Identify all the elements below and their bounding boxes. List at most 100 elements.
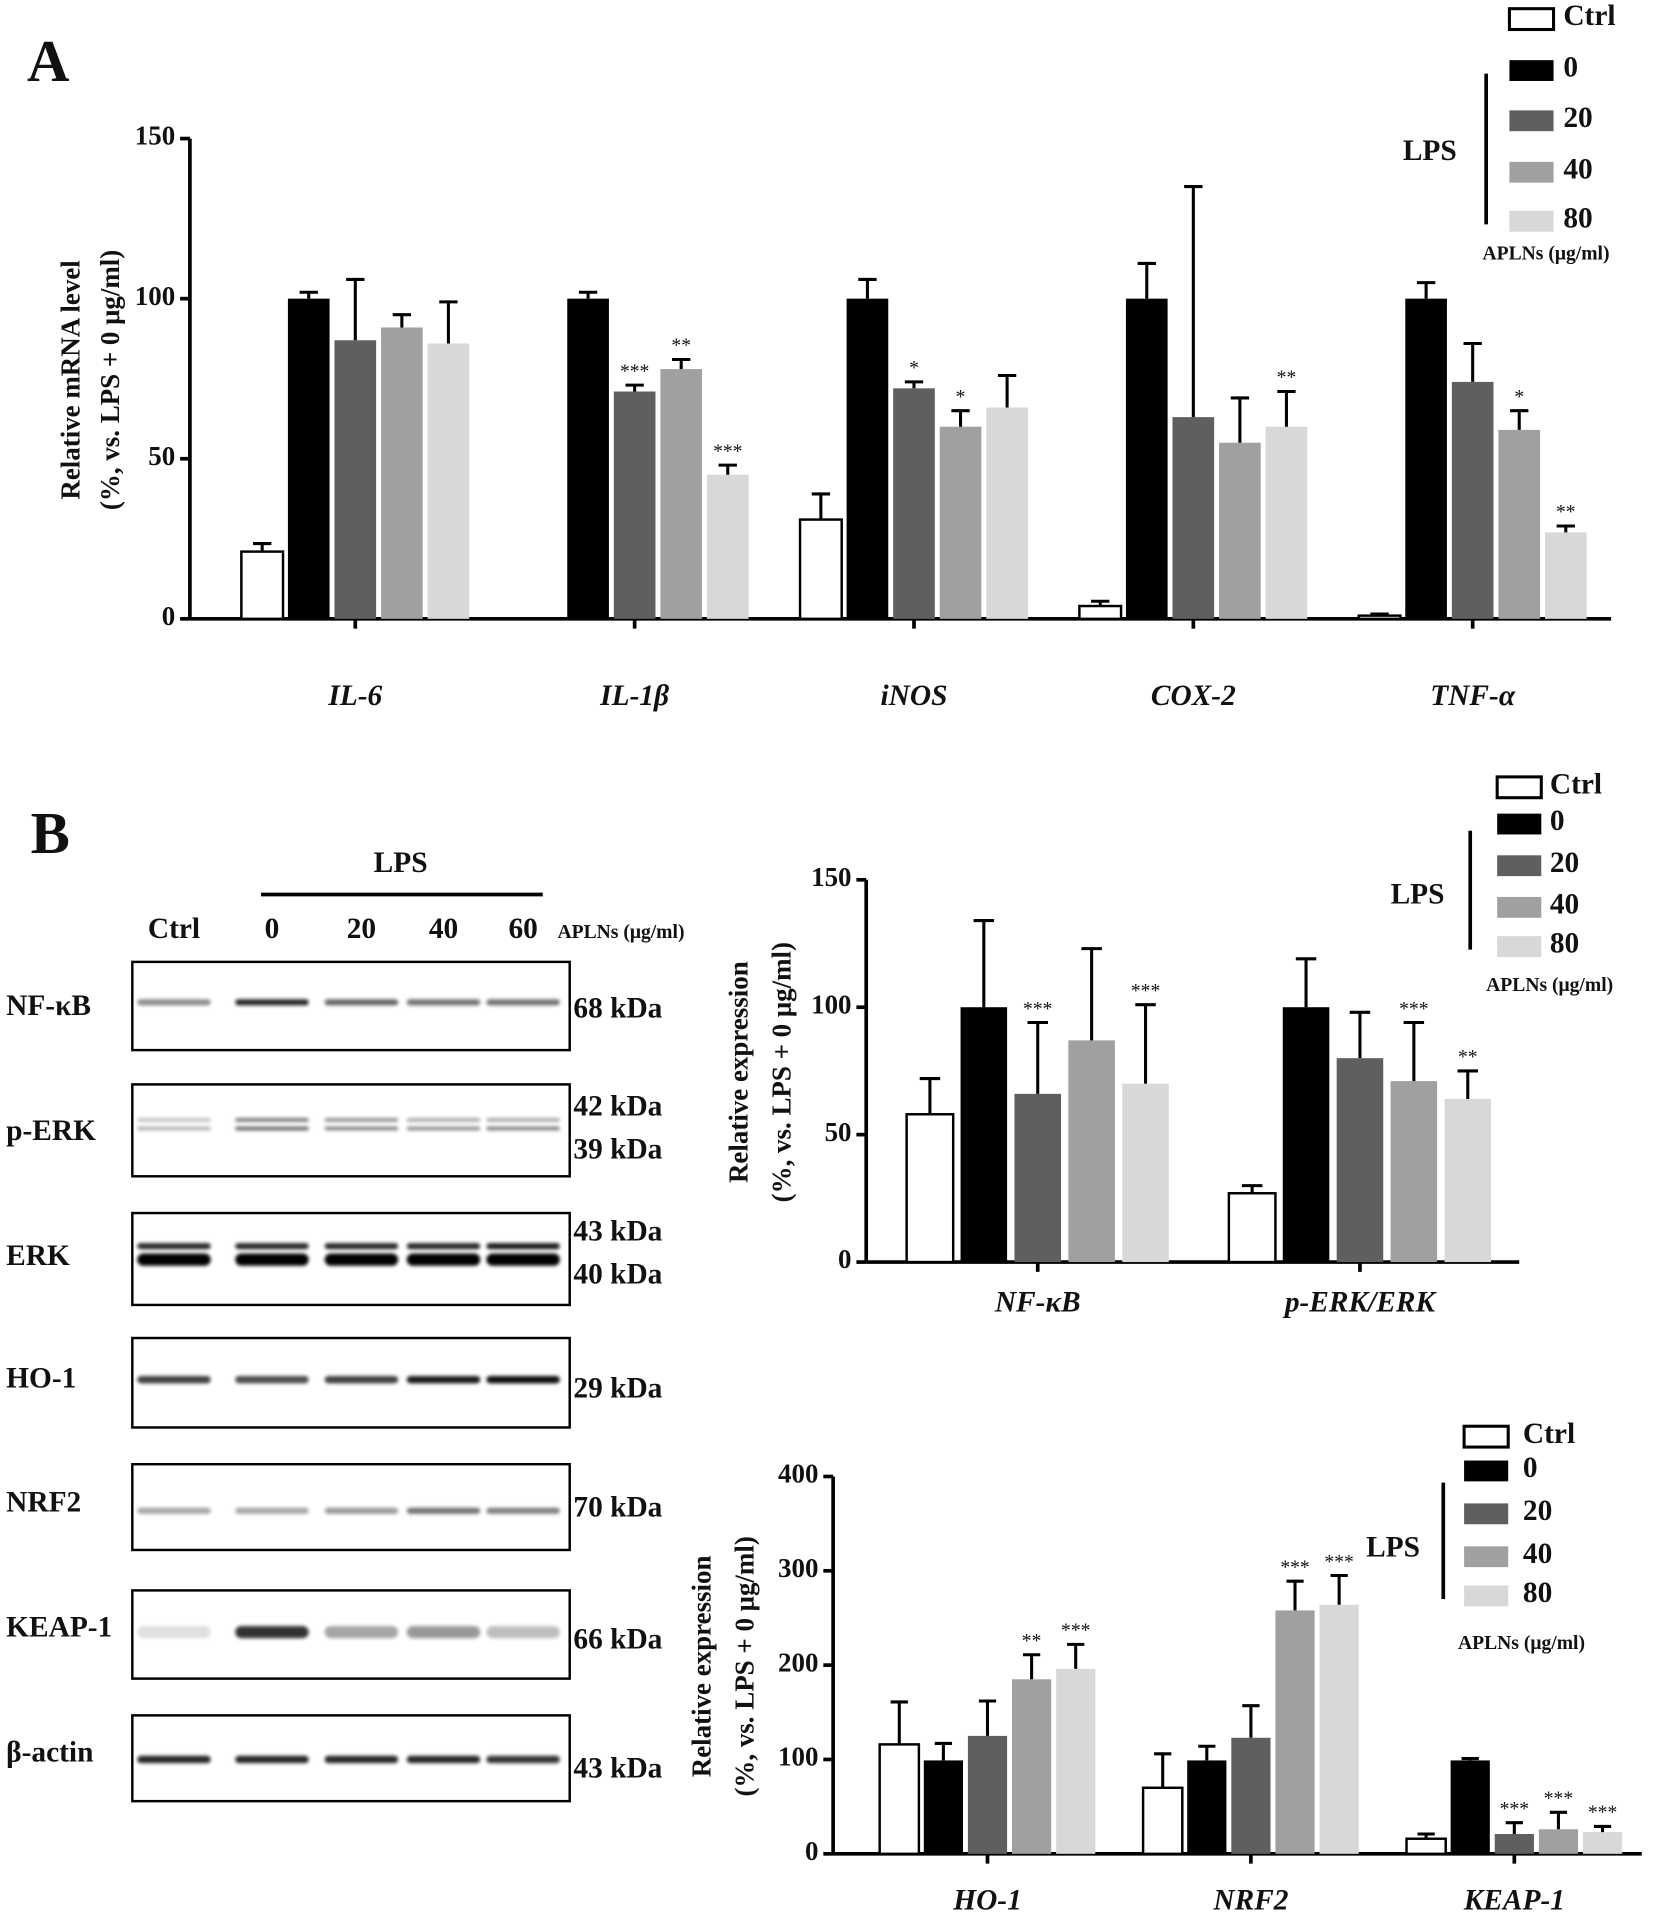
error-bar: [439, 300, 458, 344]
error-bar: [672, 357, 691, 370]
significance: ***: [1131, 981, 1160, 1002]
bar: [923, 1760, 963, 1854]
error-bar: [578, 290, 598, 299]
significance: **: [671, 336, 691, 357]
x-tick-label: TNF-α: [1430, 680, 1516, 712]
size-label: 42 kDa: [573, 1091, 662, 1123]
bar: [1265, 426, 1308, 619]
legend-label: 80: [1523, 1577, 1552, 1609]
bar: [1544, 532, 1587, 619]
blot-band: [486, 1507, 560, 1514]
panel-label: A: [27, 29, 70, 94]
x-tick-label: NF-κB: [994, 1287, 1081, 1319]
legend-label: 80: [1563, 202, 1592, 234]
blot-band: [235, 1243, 309, 1250]
error-bar: [625, 383, 644, 392]
size-label: 43 kDa: [573, 1216, 662, 1248]
blot-band: [137, 1625, 211, 1639]
blot-band: [137, 1253, 211, 1266]
error-bar: [1549, 1810, 1568, 1830]
blot-band: [406, 1126, 481, 1131]
blot-band: [406, 1253, 481, 1266]
blot-band: [486, 1755, 560, 1764]
error-bar: [1137, 261, 1156, 299]
error-bar: [299, 290, 318, 299]
legend-label: Ctrl: [1550, 768, 1602, 800]
y-tick-label: 400: [778, 1459, 818, 1489]
bar: [1336, 1058, 1384, 1263]
error-bar: [253, 542, 272, 552]
bar: [1498, 429, 1541, 619]
error-bar: [1091, 599, 1110, 607]
error-bar: [1184, 185, 1203, 418]
bar: [240, 550, 285, 621]
bar: [798, 518, 843, 621]
size-label: 70 kDa: [573, 1491, 662, 1523]
error-bar: [1242, 1704, 1260, 1738]
error-bar: [1230, 396, 1250, 443]
blot-band: [324, 1755, 399, 1764]
y-tick-label: 150: [811, 862, 851, 892]
legend-label: 20: [1523, 1495, 1552, 1527]
bar: [1275, 1610, 1315, 1854]
error-bar: [1593, 1824, 1612, 1833]
bar: [1056, 1668, 1096, 1854]
bar: [381, 327, 423, 619]
y-tick-label: 300: [778, 1553, 818, 1583]
blot-band: [324, 1253, 399, 1266]
error-bar: [346, 277, 365, 341]
legend-label: 0: [1563, 52, 1578, 84]
legend-swatch: [1497, 813, 1542, 835]
legend-group: LPS: [1391, 879, 1445, 911]
bar: [1390, 1081, 1438, 1263]
panel-label: B: [31, 801, 70, 866]
legend-swatch: [1497, 936, 1542, 957]
size-label: 40 kDa: [573, 1259, 662, 1291]
legend-title: APLNs (μg/ml): [1486, 975, 1613, 996]
bar: [1231, 1737, 1271, 1854]
blot-band: [324, 1126, 399, 1131]
error-bar: [978, 1699, 997, 1736]
error-bar: [951, 409, 970, 427]
blot-band: [406, 1625, 481, 1639]
lane-label: 0: [265, 913, 280, 945]
legend-swatch: [1462, 1424, 1510, 1449]
y-axis-label: Relative expression: [723, 961, 753, 1183]
significance: ***: [1023, 999, 1052, 1020]
blot-band: [137, 1507, 211, 1514]
x-tick-label: IL-6: [327, 680, 382, 712]
blot-band: [235, 1625, 309, 1639]
blot-group: LPS: [374, 847, 428, 879]
blot-band: [324, 1625, 399, 1639]
protein-label: KEAP-1: [6, 1611, 112, 1643]
bar: [960, 1007, 1008, 1263]
legend-swatch: [1509, 60, 1554, 81]
blot-band: [137, 1243, 211, 1250]
blot-band: [406, 999, 481, 1006]
y-tick-label: 100: [778, 1742, 818, 1772]
bar: [846, 298, 889, 619]
y-axis-label: (%, vs. LPS + 0 μg/ml): [766, 942, 796, 1202]
blot-band: [486, 999, 560, 1006]
blot-band: [406, 1755, 481, 1764]
blot-band: [486, 1625, 560, 1639]
x-tick-label: HO-1: [952, 1885, 1022, 1917]
blot-frame: [131, 1462, 571, 1552]
y-tick-label: 0: [162, 601, 175, 631]
legend-swatch: [1509, 161, 1554, 183]
error-bar: [973, 919, 995, 1008]
blot-band: [137, 1376, 211, 1384]
blot-band: [235, 1755, 309, 1764]
bar: [1227, 1192, 1277, 1264]
error-bar: [904, 380, 924, 389]
blot-band: [324, 999, 399, 1006]
bar: [1012, 1679, 1052, 1854]
bar: [1405, 1837, 1447, 1856]
blot-band: [235, 1507, 309, 1514]
legend-label: 40: [1550, 889, 1579, 921]
error-bar: [1277, 389, 1296, 427]
protein-label: NF-κB: [6, 990, 91, 1022]
y-axis-label: (%, vs. LPS + 0 μg/ml): [95, 250, 125, 510]
bar: [287, 298, 330, 619]
